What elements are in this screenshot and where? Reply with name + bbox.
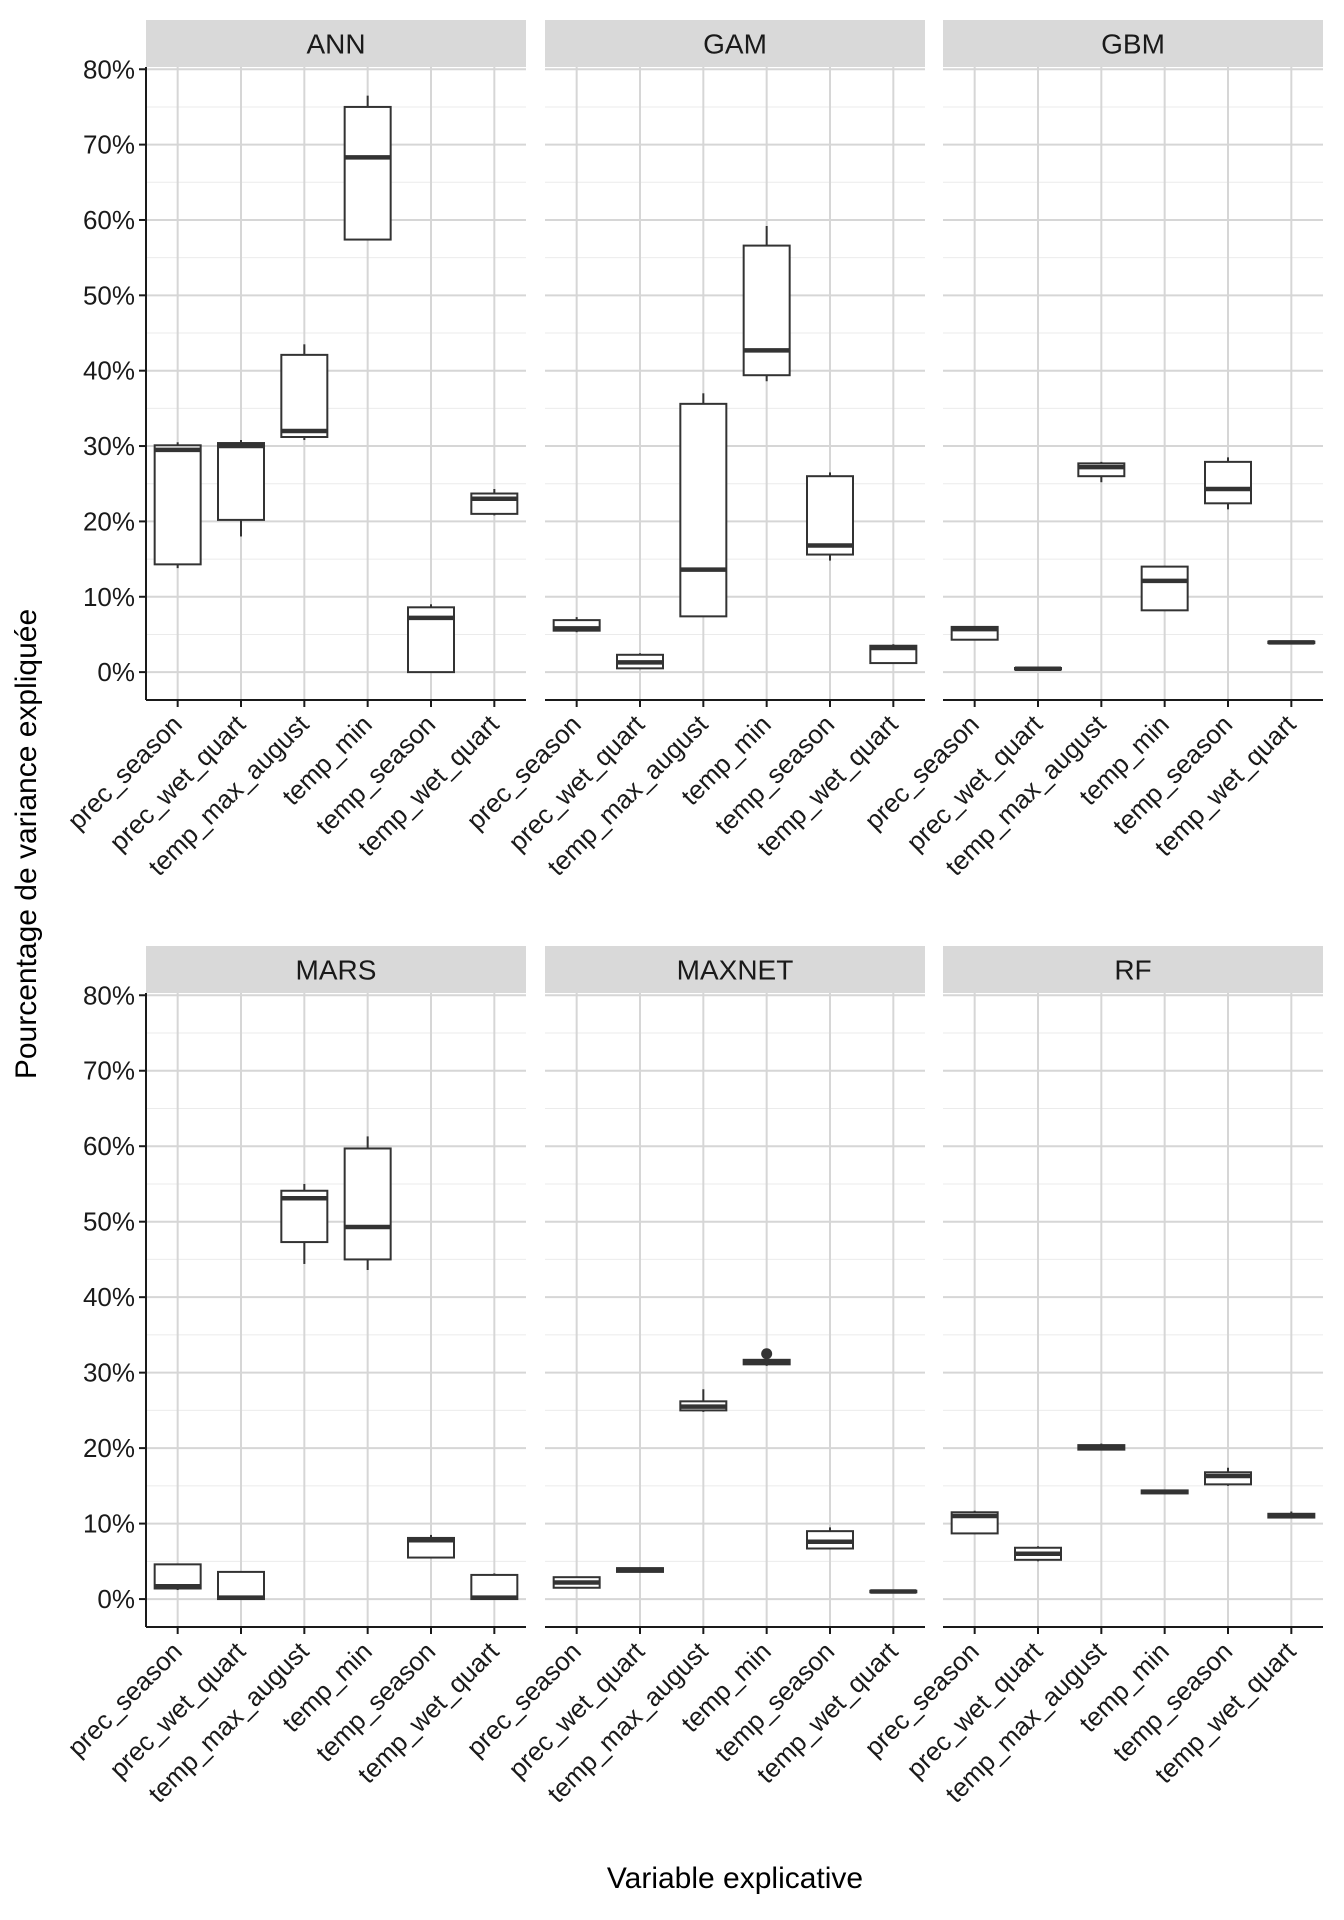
box-iqr: [679, 402, 728, 618]
y-tick-label: 80%: [83, 54, 135, 84]
box-outlier: [761, 1348, 773, 1360]
box-temp-wet-quart: [869, 1589, 918, 1594]
box-iqr: [806, 475, 854, 556]
box-temp-wet-quart: [470, 1573, 519, 1601]
y-tick-label: 60%: [83, 205, 135, 235]
box-prec-wet-quart: [616, 653, 664, 670]
box-prec-wet-quart: [1014, 1546, 1062, 1562]
box-temp-season: [407, 1534, 455, 1559]
y-tick-label: 40%: [83, 1282, 135, 1312]
box-temp-season: [806, 472, 854, 561]
y-tick-label: 40%: [83, 356, 135, 386]
box-temp-season: [1204, 1467, 1252, 1486]
box-prec-season: [153, 442, 202, 569]
box-iqr: [153, 444, 202, 566]
y-tick-label: 30%: [83, 1358, 135, 1388]
box-temp-max-august: [280, 1183, 329, 1264]
box-iqr: [343, 1147, 392, 1261]
box-prec-wet-quart: [616, 1567, 664, 1573]
box-prec-season: [552, 617, 601, 633]
box-iqr: [217, 1570, 265, 1601]
box-iqr: [1140, 565, 1189, 612]
strip-background: [146, 20, 526, 67]
strip-background: [545, 20, 925, 67]
box-temp-max-august: [679, 1389, 728, 1412]
y-tick-label: 70%: [83, 130, 135, 160]
y-tick-label: 10%: [83, 1509, 135, 1539]
box-prec-season: [552, 1576, 601, 1589]
box-temp-min: [343, 95, 392, 241]
strip-background: [943, 20, 1323, 67]
y-tick-label: 20%: [83, 1433, 135, 1463]
box-temp-wet-quart: [1267, 1511, 1316, 1519]
box-prec-wet-quart: [1014, 666, 1062, 671]
strip-label: MARS: [296, 955, 377, 986]
box-iqr: [407, 1536, 455, 1559]
box-temp-min: [742, 226, 791, 382]
box-iqr: [217, 442, 265, 521]
x-axis-title: Variable explicative: [607, 1862, 863, 1895]
box-iqr: [552, 619, 601, 632]
strip-background: [146, 946, 526, 993]
box-iqr: [470, 1573, 519, 1601]
box-temp-wet-quart: [470, 489, 519, 516]
y-tick-label: 0%: [97, 1584, 135, 1614]
box-temp-max-august: [280, 344, 329, 441]
y-tick-label: 50%: [83, 280, 135, 310]
box-temp-max-august: [679, 393, 728, 618]
box-prec-season: [153, 1563, 202, 1591]
box-prec-season: [950, 1510, 999, 1535]
box-prec-wet-quart: [217, 1570, 265, 1601]
box-temp-min: [1140, 565, 1189, 612]
strip-label: GAM: [703, 29, 767, 60]
box-temp-wet-quart: [1267, 640, 1316, 645]
strip-background: [545, 946, 925, 993]
box-temp-min: [1140, 1489, 1189, 1495]
strip-label: MAXNET: [677, 955, 794, 986]
strip-label: GBM: [1101, 29, 1165, 60]
box-temp-max-august: [1077, 461, 1126, 483]
box-iqr: [1204, 460, 1252, 505]
box-iqr: [343, 105, 392, 241]
box-temp-wet-quart: [869, 644, 918, 665]
box-temp-min: [742, 1348, 791, 1366]
box-temp-season: [806, 1527, 854, 1550]
y-tick-label: 80%: [83, 980, 135, 1010]
y-tick-label: 70%: [83, 1056, 135, 1086]
y-axis-title: Pourcentage de variance expliquée: [10, 609, 43, 1079]
facet-panels: ANN0%10%20%30%40%50%60%70%80%prec_season…: [61, 20, 1323, 1808]
y-tick-label: 30%: [83, 431, 135, 461]
box-temp-season: [1204, 457, 1252, 510]
box-prec-season: [950, 625, 999, 641]
y-tick-label: 50%: [83, 1207, 135, 1237]
box-prec-wet-quart: [217, 440, 265, 537]
y-tick-label: 0%: [97, 657, 135, 687]
box-iqr: [280, 353, 329, 439]
box-temp-min: [343, 1136, 392, 1270]
box-temp-max-august: [1077, 1443, 1126, 1451]
box-temp-season: [407, 604, 455, 674]
strip-label: RF: [1114, 955, 1151, 986]
y-tick-label: 10%: [83, 582, 135, 612]
y-tick-label: 20%: [83, 506, 135, 536]
y-tick-label: 60%: [83, 1131, 135, 1161]
strip-background: [943, 946, 1323, 993]
box-iqr: [742, 244, 791, 377]
strip-label: ANN: [306, 29, 365, 60]
